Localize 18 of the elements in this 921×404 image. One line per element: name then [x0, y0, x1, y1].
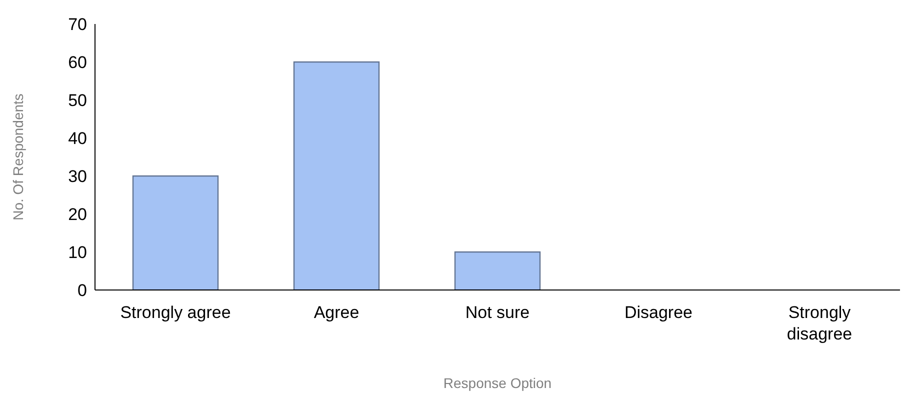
- y-tick-label: 60: [68, 53, 87, 72]
- y-tick-label: 10: [68, 243, 87, 262]
- y-axis-title: No. Of Respondents: [10, 94, 26, 220]
- bar: [454, 251, 541, 290]
- x-tick-label: Not sure: [465, 303, 530, 322]
- x-tick-label: Agree: [314, 303, 360, 322]
- y-tick-label: 30: [68, 167, 87, 186]
- y-tick-label: 50: [68, 91, 87, 110]
- bar: [293, 61, 380, 290]
- y-tick-label: 0: [78, 281, 87, 300]
- y-tick-label: 70: [68, 15, 87, 34]
- y-tick-label: 20: [68, 205, 87, 224]
- x-tick-label: Strongly agree: [120, 303, 231, 322]
- x-tick-label: Strongly disagree: [786, 303, 852, 344]
- x-tick-label: Disagree: [624, 303, 693, 322]
- y-tick-label: 40: [68, 129, 87, 148]
- x-axis-title: Response Option: [443, 375, 552, 391]
- bar: [132, 175, 219, 290]
